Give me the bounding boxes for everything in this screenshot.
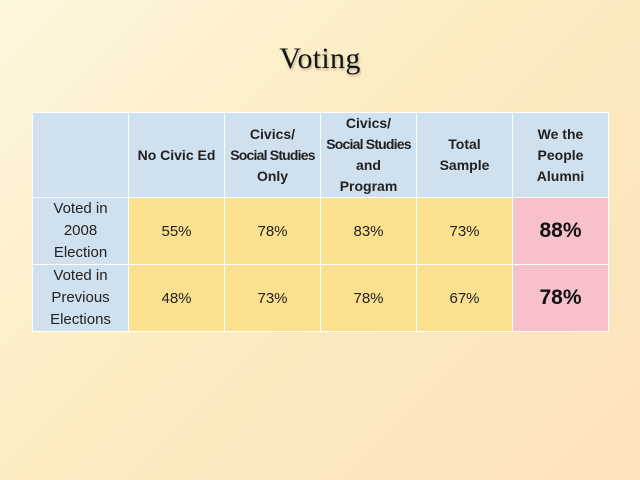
header-line: Social Studies [326,136,411,152]
header-line: Alumni [536,167,585,184]
row-label-line: 2008 [63,222,98,239]
row-label-line: Previous [51,289,110,306]
header-line: We the [537,125,584,142]
table-row-previous-elections: Voted in Previous Elections 48% 73% 78% … [32,264,609,332]
header-line: Civics/ [249,125,296,142]
header-line: Civics/ [345,115,392,131]
row-label-line: Election [53,244,108,261]
cell-2008-civics-and-program: 83% [320,197,417,265]
header-line: People [537,146,584,163]
cell-previous-civics-only: 73% [224,264,321,332]
cell-2008-civics-only: 78% [224,197,321,265]
cell-previous-no-civic-ed: 48% [128,264,225,332]
voting-table: No Civic Ed Civics/ Social Studies Only … [32,112,609,332]
header-line: and [356,157,381,173]
row-label-line: Elections [50,311,111,328]
cell-previous-we-the-people-alumni: 78% [512,264,609,332]
header-no-civic-ed: No Civic Ed [128,112,225,198]
header-we-the-people-alumni: We the People Alumni [512,112,609,198]
header-line: No Civic Ed [137,146,216,163]
cell-2008-we-the-people-alumni: 88% [512,197,609,265]
header-line: Total [448,136,481,152]
row-label-previous-elections: Voted in Previous Elections [32,264,129,332]
header-line: Social Studies [230,146,315,163]
header-civics-only: Civics/ Social Studies Only [224,112,321,198]
row-label-line: Voted in [53,267,108,284]
header-total-sample: Total Sample [416,112,513,198]
header-line: Program [339,178,398,194]
cell-2008-total-sample: 73% [416,197,513,265]
header-corner-cell [32,112,129,198]
slide-title: Voting [279,42,361,75]
header-line: Only [256,167,289,184]
cell-previous-total-sample: 67% [416,264,513,332]
cell-2008-no-civic-ed: 55% [128,197,225,265]
header-line: Sample [439,157,490,173]
header-civics-and-program: Civics/ Social Studies and Program [320,112,417,198]
cell-previous-civics-and-program: 78% [320,264,417,332]
header-row: No Civic Ed Civics/ Social Studies Only … [32,112,609,198]
row-label-2008-election: Voted in 2008 Election [32,197,129,265]
table-row-2008-election: Voted in 2008 Election 55% 78% 83% 73% 8… [32,197,609,265]
row-label-line: Voted in [53,200,108,217]
